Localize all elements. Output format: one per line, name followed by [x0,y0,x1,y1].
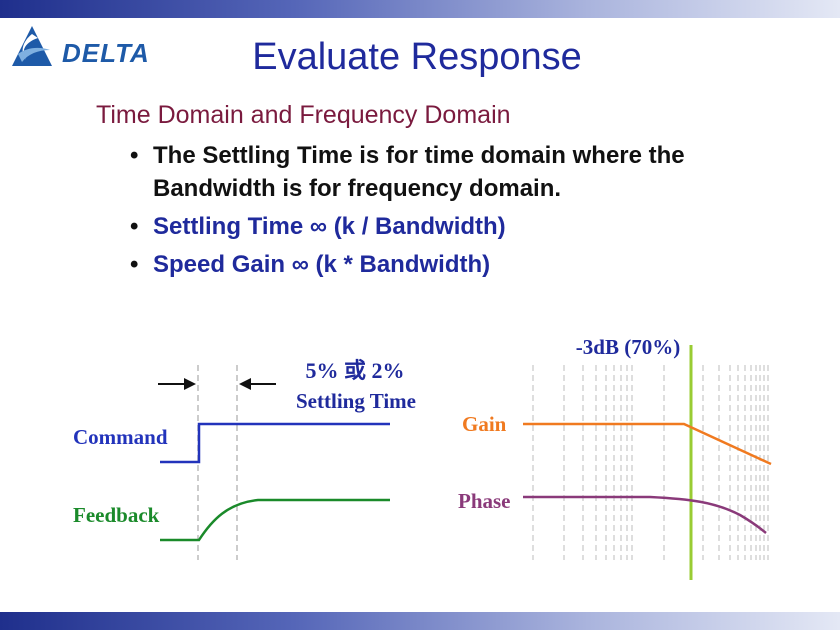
phase-curve [523,495,767,534]
top-gradient-bar [0,0,840,18]
delta-logo: DELTA [12,24,152,70]
bullet-item: • Speed Gain ∞ (k * Bandwidth) [130,248,810,281]
command-signal-line [160,422,390,464]
feedback-label: Feedback [73,503,160,527]
settling-percent-label: 5% 或 2% [305,358,404,383]
bullet-dot: • [130,142,139,169]
bottom-gradient-bar [0,612,840,630]
bullet-dot: • [130,251,139,278]
bandwidth-marker-label: -3dB (70%) [576,335,680,359]
feedback-signal-line [160,498,390,542]
bullet-item: • Settling Time ∞ (k / Bandwidth) [130,210,810,243]
bullet-text: The Settling Time is for time domain whe… [153,142,685,202]
slide-subtitle: Time Domain and Frequency Domain [96,101,511,129]
gain-curve [523,422,772,466]
bullet-text: Settling Time ∞ (k / Bandwidth) [153,213,506,240]
slide-title: Evaluate Response [252,36,582,78]
log-grid-lines [532,365,769,560]
gain-label: Gain [462,412,507,436]
delta-triangle-icon [12,26,52,66]
bullet-dot: • [130,213,139,240]
command-label: Command [73,425,168,449]
arrow-left-icon [239,378,276,390]
bullet-item: • The Settling Time is for time domain w… [130,139,810,205]
logo-wordmark: DELTA [62,38,150,68]
bullet-list: • The Settling Time is for time domain w… [130,139,810,286]
bullet-text: Speed Gain ∞ (k * Bandwidth) [153,251,491,278]
settling-time-label: Settling Time [296,389,416,413]
arrow-right-icon [158,378,196,390]
phase-label: Phase [458,489,511,513]
